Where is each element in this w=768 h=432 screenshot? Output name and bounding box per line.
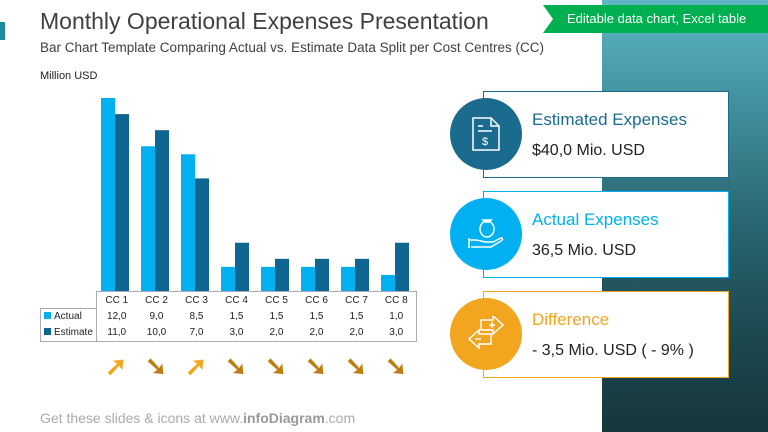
- bar-actual: [261, 266, 275, 291]
- data-label: 1,5: [269, 310, 284, 322]
- bar-actual: [181, 154, 195, 291]
- data-label: 1,5: [309, 310, 324, 322]
- category-label: CC 1: [96, 291, 137, 308]
- category-label: CC 2: [136, 291, 177, 308]
- data-label: 9,0: [149, 310, 164, 322]
- legend-swatch: [44, 312, 51, 319]
- arrow-down-right-icon: ➘: [345, 351, 367, 381]
- card-value: - 3,5 Mio. USD ( - 9% ): [532, 342, 694, 359]
- data-label: 8,5: [189, 310, 204, 322]
- bar-estimate: [235, 242, 249, 291]
- category-label: CC 8: [376, 291, 417, 308]
- data-label: 12,0: [107, 310, 127, 322]
- arrow-up-right-icon: ➚: [105, 351, 127, 381]
- data-label: 7,0: [176, 324, 217, 342]
- bar-estimate: [275, 258, 289, 291]
- arrow-down-right-icon: ➘: [385, 351, 407, 381]
- page-title: Monthly Operational Expenses Presentatio…: [40, 8, 489, 34]
- footer-brand[interactable]: infoDiagram: [243, 410, 325, 426]
- data-label: 3,0: [216, 324, 257, 342]
- arrow-down-right-icon: ➘: [225, 351, 247, 381]
- card-value: 36,5 Mio. USD: [532, 242, 637, 259]
- category-label: CC 5: [256, 291, 297, 308]
- data-label: 1,5: [229, 310, 244, 322]
- legend-label: Estimate: [54, 327, 93, 338]
- card-title: Difference: [532, 310, 610, 329]
- exchange-plus-minus-icon: [450, 298, 522, 370]
- card-title: Estimated Expenses: [532, 110, 687, 129]
- data-label: 1,5: [349, 310, 364, 322]
- bar-chart: [101, 98, 409, 291]
- data-label: 2,0: [256, 324, 297, 342]
- invoice-dollar-icon: $: [450, 98, 522, 170]
- arrow-down-right-icon: ➘: [305, 351, 327, 381]
- bar-actual: [301, 266, 315, 291]
- legend-actual: Actual: [40, 307, 97, 325]
- data-label: 2,0: [296, 324, 337, 342]
- category-label: CC 6: [296, 291, 337, 308]
- svg-text:$: $: [482, 136, 488, 148]
- data-label: 11,0: [96, 324, 137, 342]
- data-table: CC 1 CC 2 CC 3 CC 4 CC 5 CC 6 CC 7 CC 8 Actual 1…: [40, 291, 417, 342]
- bar-estimate: [155, 130, 169, 291]
- page-subtitle: Bar Chart Template Comparing Actual vs. …: [40, 40, 544, 55]
- arrow-down-right-icon: ➘: [265, 351, 287, 381]
- y-axis-label: Million USD: [40, 70, 98, 82]
- bar-estimate: [355, 258, 369, 291]
- title-marker: [0, 22, 5, 40]
- footer-suffix: .com: [324, 410, 356, 426]
- card-actual-expenses: Actual Expenses 36,5 Mio. USD: [483, 191, 729, 278]
- editable-banner: Editable data chart, Excel table: [543, 5, 768, 33]
- category-label: CC 7: [336, 291, 377, 308]
- bar-estimate: [115, 114, 129, 291]
- bar-actual: [141, 146, 155, 291]
- footer: Get these slides & icons at www.infoDiag…: [40, 410, 355, 426]
- trend-arrows: ➚ ➘ ➚ ➘ ➘ ➘ ➘ ➘: [96, 351, 416, 381]
- legend-swatch: [44, 328, 51, 335]
- money-bag-hand-icon: [450, 198, 522, 270]
- bar-estimate: [395, 242, 409, 291]
- card-title: Actual Expenses: [532, 210, 659, 229]
- bar-actual: [381, 274, 395, 291]
- category-label: CC 4: [216, 291, 257, 308]
- data-label: 10,0: [136, 324, 177, 342]
- category-label: CC 3: [176, 291, 217, 308]
- bar-estimate: [195, 178, 209, 291]
- data-label: 2,0: [336, 324, 377, 342]
- footer-text: Get these slides & icons at www.: [40, 410, 244, 426]
- legend-estimate: Estimate: [40, 324, 97, 342]
- legend-label: Actual: [54, 311, 82, 322]
- arrow-up-right-icon: ➚: [185, 351, 207, 381]
- data-label: 3,0: [376, 324, 417, 342]
- card-value: $40,0 Mio. USD: [532, 142, 645, 159]
- card-difference: Difference - 3,5 Mio. USD ( - 9% ): [483, 291, 729, 378]
- bar-actual: [101, 98, 115, 291]
- bar-actual: [341, 266, 355, 291]
- arrow-down-right-icon: ➘: [145, 351, 167, 381]
- bar-actual: [221, 266, 235, 291]
- data-label: 1,0: [376, 308, 417, 325]
- bar-estimate: [315, 258, 329, 291]
